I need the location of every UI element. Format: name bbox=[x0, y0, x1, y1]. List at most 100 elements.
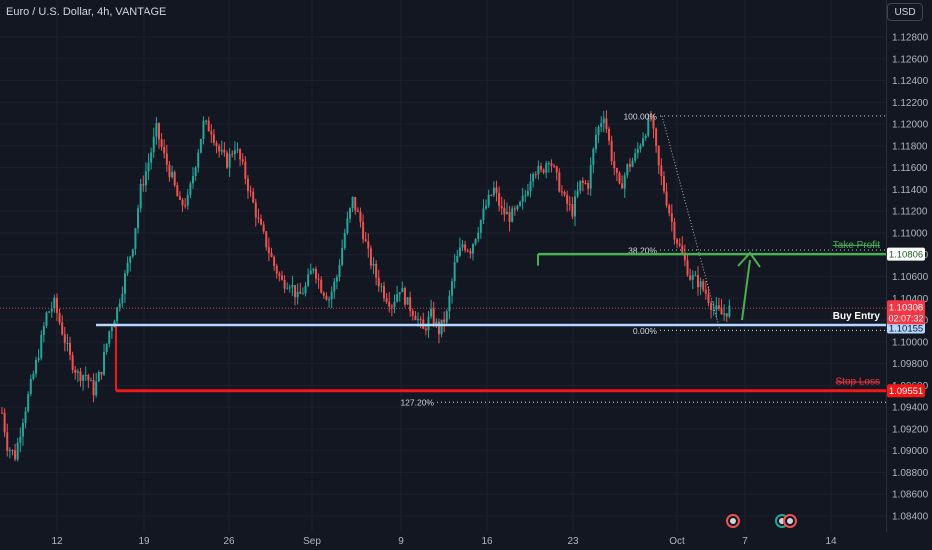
candle-body bbox=[665, 191, 668, 206]
candle-body bbox=[589, 164, 592, 189]
candle-body bbox=[461, 244, 464, 248]
candle-body bbox=[652, 118, 655, 129]
projection-arrowhead bbox=[737, 251, 761, 268]
candle-body bbox=[401, 288, 404, 293]
candle-body bbox=[301, 293, 304, 295]
candle-body bbox=[160, 139, 163, 147]
candle-body bbox=[605, 118, 608, 129]
candle-body bbox=[275, 266, 278, 274]
candle-body bbox=[377, 277, 380, 287]
candle-body bbox=[192, 175, 195, 184]
candle-body bbox=[354, 196, 357, 211]
candle-body bbox=[194, 167, 197, 176]
candle-body bbox=[417, 319, 420, 321]
candle-body bbox=[152, 136, 155, 153]
take-profit-price-badge-bg bbox=[887, 247, 925, 261]
candle-body bbox=[69, 342, 72, 355]
candle-body bbox=[314, 268, 317, 279]
currency-button[interactable]: USD bbox=[887, 3, 923, 21]
candle-body bbox=[720, 308, 723, 315]
time-tick-label: 19 bbox=[138, 536, 150, 547]
candle-body bbox=[103, 352, 106, 375]
candle-body bbox=[647, 118, 650, 136]
candle-body bbox=[563, 192, 566, 195]
candle-body bbox=[702, 281, 705, 290]
candle-body bbox=[547, 163, 550, 165]
candle-body bbox=[694, 275, 697, 277]
candle-body bbox=[53, 297, 56, 309]
candle-body bbox=[699, 281, 702, 288]
candle-body bbox=[348, 208, 351, 219]
candle-body bbox=[61, 322, 64, 335]
candle-body bbox=[280, 275, 283, 280]
candle-body bbox=[427, 316, 430, 331]
candle-body bbox=[479, 220, 482, 233]
candle-body bbox=[383, 286, 386, 299]
candle-body bbox=[448, 295, 451, 312]
candle-body bbox=[498, 192, 501, 206]
candle-body bbox=[296, 291, 299, 298]
price-tick-label: 1.12200 bbox=[892, 98, 929, 109]
candle-body bbox=[469, 250, 472, 254]
price-tick-label: 1.09200 bbox=[892, 424, 929, 435]
candle-body bbox=[555, 166, 558, 173]
candle-body bbox=[163, 146, 166, 154]
overlays: 100.00% 38.20% 0.00% 127.20% Take Profit Buy … bbox=[0, 111, 886, 408]
candle-body bbox=[244, 161, 247, 179]
candle-body bbox=[1, 412, 3, 414]
candle-body bbox=[330, 291, 333, 300]
current-price-badge-bg bbox=[887, 300, 925, 325]
candle-body bbox=[118, 303, 121, 308]
candle-body bbox=[691, 275, 694, 280]
price-axis[interactable]: 1.12800 1.12600 1.12400 1.12200 1.12000 1.118… bbox=[892, 33, 929, 523]
price-tick-label: 1.12400 bbox=[892, 76, 929, 87]
candle-body bbox=[574, 196, 577, 217]
candle-body bbox=[725, 313, 728, 317]
candle-body bbox=[437, 321, 440, 335]
candle-body bbox=[435, 321, 438, 325]
candle-body bbox=[471, 244, 474, 254]
candle-body bbox=[236, 149, 239, 151]
candle-body bbox=[27, 394, 30, 412]
price-tick-label: 1.12800 bbox=[892, 33, 929, 44]
candle-body bbox=[511, 208, 514, 222]
event-flag-dot bbox=[787, 518, 793, 524]
level-label: Take Profit bbox=[833, 240, 880, 251]
candle-body bbox=[560, 191, 563, 193]
candle-body bbox=[95, 381, 98, 396]
candle-body bbox=[707, 293, 710, 303]
candle-body bbox=[286, 288, 289, 290]
candle-body bbox=[534, 174, 537, 176]
candle-body bbox=[356, 210, 359, 212]
candle-body bbox=[8, 450, 11, 452]
candle-body bbox=[655, 128, 658, 146]
candle-body bbox=[364, 239, 367, 242]
candle-body bbox=[304, 285, 307, 294]
candle-body bbox=[346, 218, 349, 234]
candle-body bbox=[11, 450, 14, 452]
candle-body bbox=[608, 128, 611, 141]
candle-body bbox=[683, 252, 686, 261]
candle-body bbox=[524, 195, 527, 197]
candle-body bbox=[443, 319, 446, 323]
candle-body bbox=[581, 180, 584, 183]
candle-body bbox=[600, 123, 603, 127]
time-axis[interactable]: 12 19 26 Sep 9 16 23 Oct 7 14 bbox=[51, 514, 837, 547]
candle-body bbox=[273, 256, 276, 267]
candle-body bbox=[262, 224, 265, 232]
price-tick-label: 1.08600 bbox=[892, 490, 929, 501]
candle-body bbox=[155, 123, 158, 137]
candle-body bbox=[202, 120, 205, 140]
candle-body bbox=[322, 292, 325, 296]
time-tick-label: 23 bbox=[567, 536, 579, 547]
candle-body bbox=[260, 218, 263, 225]
candle-body bbox=[613, 161, 616, 169]
candle-body bbox=[587, 183, 590, 189]
candle-body bbox=[283, 279, 286, 289]
candle-body bbox=[231, 153, 234, 155]
candle-body bbox=[503, 207, 506, 215]
time-tick-label: 12 bbox=[51, 536, 63, 547]
candle-body bbox=[142, 184, 145, 186]
candle-body bbox=[121, 293, 124, 304]
